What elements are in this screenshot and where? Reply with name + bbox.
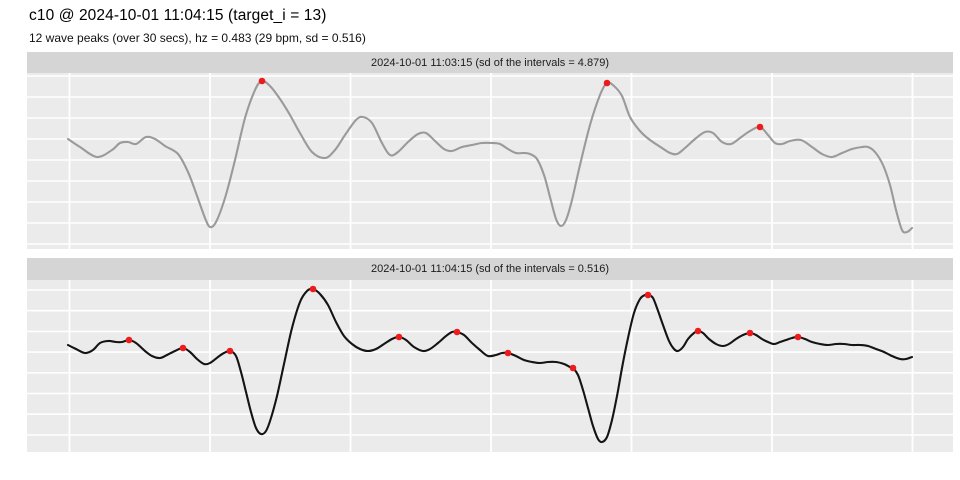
panel-2-strip-label: 2024-10-01 11:04:15 (sd of the intervals… xyxy=(371,263,609,275)
peak-marker xyxy=(746,329,754,337)
peak-marker xyxy=(179,344,187,352)
peak-marker xyxy=(794,333,802,341)
panel-2-wave-plot xyxy=(27,280,953,452)
peak-marker xyxy=(694,327,702,335)
wave-line xyxy=(66,287,914,444)
page-title: c10 @ 2024-10-01 11:04:15 (target_i = 13… xyxy=(29,7,327,24)
plot-background xyxy=(27,73,953,249)
peak-marker xyxy=(569,364,577,372)
panel-1-strip: 2024-10-01 11:03:15 (sd of the intervals… xyxy=(27,52,953,73)
panel-1-strip-label: 2024-10-01 11:03:15 (sd of the intervals… xyxy=(371,56,609,69)
peak-marker xyxy=(258,77,266,85)
peak-marker xyxy=(756,123,764,131)
peak-marker xyxy=(309,285,317,293)
plot-background xyxy=(27,280,953,452)
peak-marker xyxy=(226,347,234,355)
peak-marker xyxy=(395,333,403,341)
peak-marker xyxy=(125,336,133,344)
peak-marker xyxy=(504,349,512,357)
peak-marker xyxy=(644,291,652,299)
page-subtitle: 12 wave peaks (over 30 secs), hz = 0.483… xyxy=(29,31,366,45)
peak-marker xyxy=(603,79,611,87)
peak-marker xyxy=(453,328,461,336)
panel-1-wave-plot xyxy=(27,73,953,249)
wave-line xyxy=(66,79,914,234)
panel-2-strip: 2024-10-01 11:04:15 (sd of the intervals… xyxy=(27,258,953,280)
